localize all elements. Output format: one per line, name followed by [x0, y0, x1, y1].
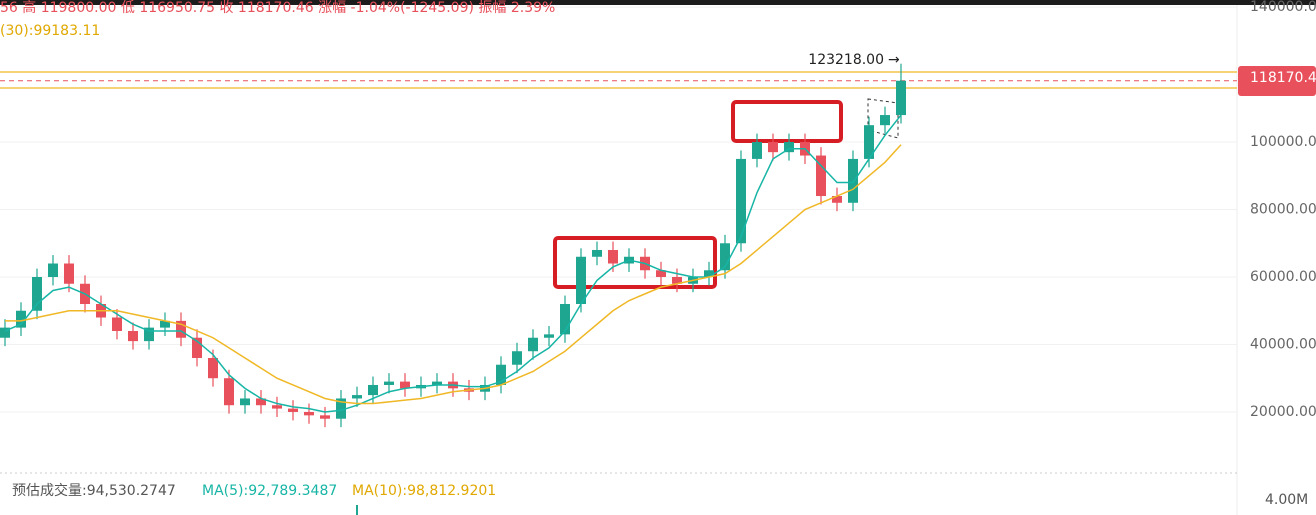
- candle-body: [400, 381, 410, 389]
- candle-body: [896, 80, 906, 116]
- candle-body: [816, 155, 826, 197]
- candle-body: [656, 270, 666, 278]
- candle-body: [352, 395, 362, 399]
- candle-body: [592, 250, 602, 257]
- candle-body: [752, 142, 762, 159]
- candle-body: [304, 411, 314, 416]
- candle-body: [832, 196, 842, 203]
- candle-body: [848, 158, 858, 203]
- candle-body: [528, 337, 538, 352]
- candle-body: [224, 378, 234, 406]
- candle-body: [176, 320, 186, 338]
- candle-body: [368, 384, 378, 396]
- price-tag: [1238, 66, 1316, 96]
- highlight-box: [731, 100, 843, 143]
- candle-body: [576, 256, 586, 304]
- candle-body: [192, 337, 202, 358]
- candle-body: [880, 115, 890, 126]
- ma-label: (30):99183.11: [0, 23, 100, 39]
- volume-axis-label: 4.00M: [1265, 492, 1308, 508]
- highlight-box: [553, 236, 717, 289]
- candle-body: [128, 330, 138, 342]
- volume-info: 预估成交量:94,530.2747: [12, 482, 176, 499]
- candle-body: [384, 381, 394, 385]
- candle-body: [784, 142, 794, 153]
- candle-body: [560, 303, 570, 335]
- y-tick-label: 140000.00: [1250, 0, 1316, 15]
- y-tick-label: 60000.00: [1250, 269, 1316, 285]
- last-price-label: 118170.46: [1250, 70, 1316, 86]
- candle-body: [288, 408, 298, 412]
- peak-label: 123218.00: [808, 52, 884, 68]
- candle-body: [336, 398, 346, 419]
- candle-body: [544, 334, 554, 338]
- top-bar: [0, 0, 1316, 5]
- candle-body: [736, 158, 746, 244]
- candle-body: [144, 327, 154, 342]
- candle-body: [160, 320, 170, 328]
- candle-body: [608, 250, 618, 264]
- candle-body: [720, 243, 730, 271]
- candle-body: [496, 364, 506, 385]
- candle-body: [512, 351, 522, 365]
- candle-body: [432, 381, 442, 385]
- candle-body: [704, 270, 714, 278]
- volume-ma5: MA(5):92,789.3487: [202, 483, 337, 499]
- volume-ma10: MA(10):98,812.9201: [352, 483, 496, 499]
- candle-body: [16, 310, 26, 328]
- candle-body: [208, 357, 218, 379]
- candle-body: [64, 263, 74, 284]
- candle-body: [768, 142, 778, 153]
- ma-line: [5, 144, 902, 405]
- candle-body: [256, 398, 266, 406]
- y-tick-label: 40000.00: [1250, 336, 1316, 352]
- peak-arrow: →: [888, 52, 900, 68]
- y-tick-label: 80000.00: [1250, 202, 1316, 218]
- candle-body: [0, 327, 10, 338]
- info-line: 56 高 119800.00 低 116950.75 收 118170.46 涨…: [0, 0, 555, 16]
- candle-body: [672, 277, 682, 284]
- candle-body: [272, 405, 282, 409]
- candle-body: [32, 277, 42, 311]
- pattern-box: [867, 98, 899, 139]
- candle-body: [48, 263, 58, 278]
- candle-body: [112, 317, 122, 331]
- ma-line: [4, 114, 902, 413]
- y-tick-label: 20000.00: [1250, 404, 1316, 420]
- candle-body: [320, 415, 330, 419]
- candle-body: [864, 125, 874, 159]
- y-tick-label: 100000.00: [1250, 134, 1316, 150]
- candle-body: [240, 398, 250, 406]
